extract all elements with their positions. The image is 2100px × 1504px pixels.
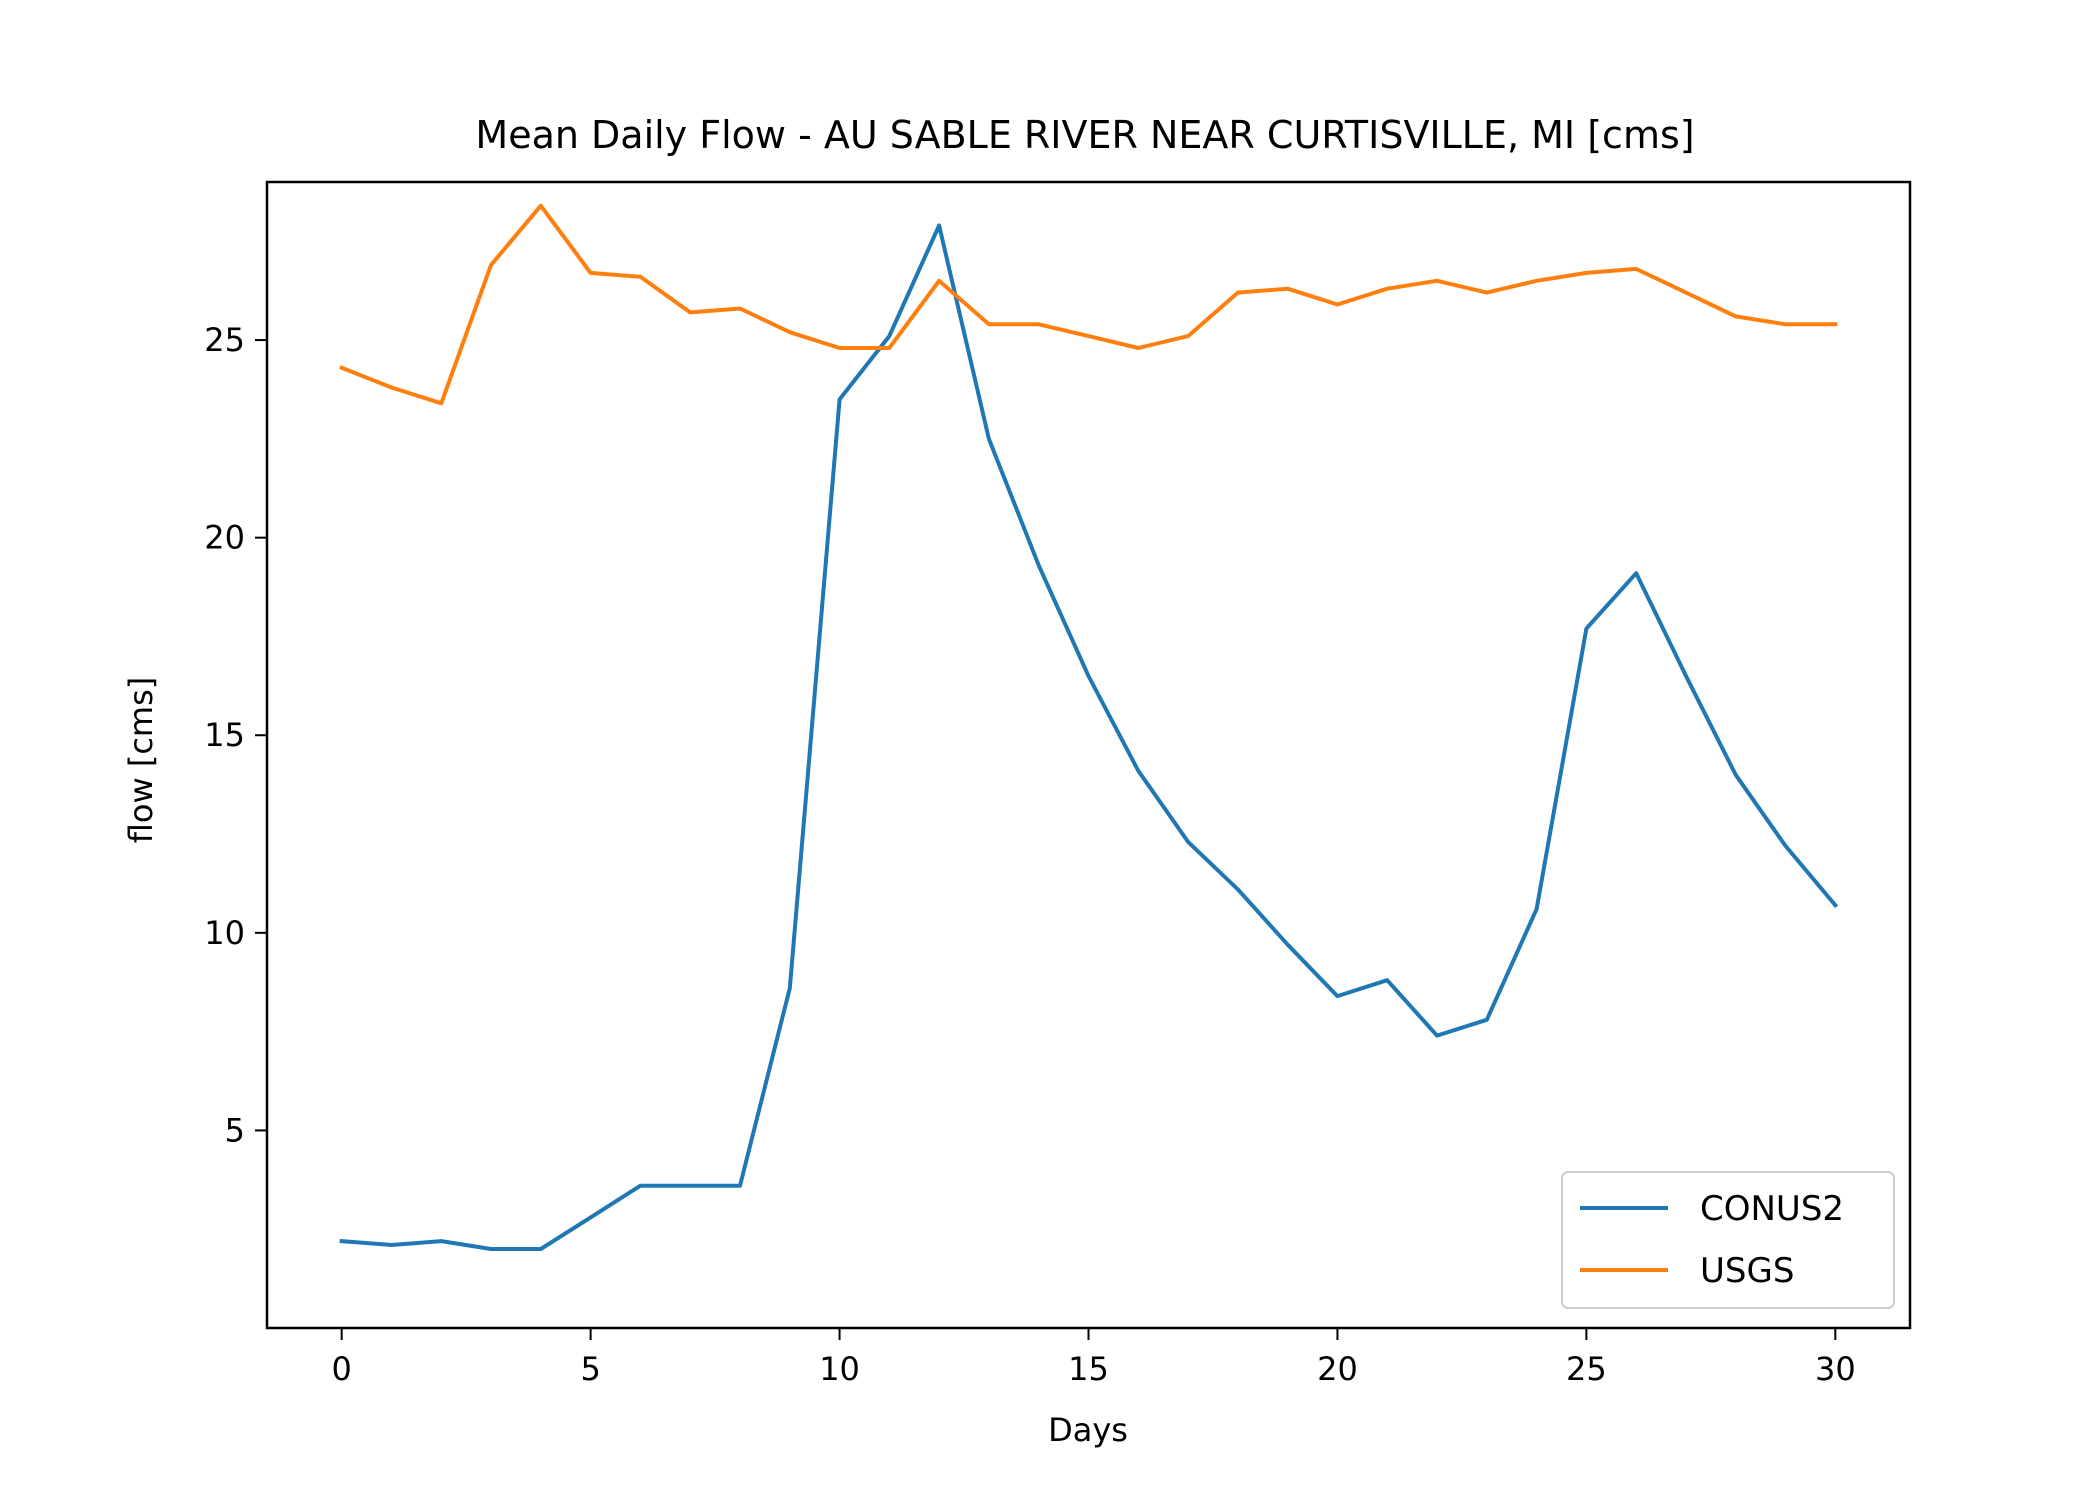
x-axis: 0 5 10 15 20 25 30	[332, 1328, 1856, 1388]
y-tick-label: 10	[204, 914, 245, 952]
y-tick-label: 5	[225, 1111, 245, 1149]
legend-label-conus2: CONUS2	[1700, 1189, 1844, 1229]
x-tick-label: 10	[819, 1350, 860, 1388]
chart-title: Mean Daily Flow - AU SABLE RIVER NEAR CU…	[475, 113, 1694, 157]
series-line-conus2	[339, 223, 1839, 1251]
y-axis: 5 10 15 20 25	[204, 321, 267, 1149]
y-tick-label: 15	[204, 716, 245, 754]
x-tick-label: 30	[1815, 1350, 1856, 1388]
plot-area	[339, 203, 1839, 1251]
y-axis-label: flow [cms]	[122, 677, 160, 843]
y-tick-label: 25	[204, 321, 245, 359]
axes-frame	[265, 180, 1912, 1330]
legend-label-usgs: USGS	[1700, 1251, 1794, 1291]
x-tick-label: 5	[580, 1350, 600, 1388]
x-axis-label: Days	[1048, 1411, 1128, 1449]
series-line-usgs	[339, 203, 1838, 406]
y-tick-label: 20	[204, 519, 245, 557]
x-tick-label: 0	[332, 1350, 352, 1388]
legend: CONUS2 USGS	[1561, 1171, 1895, 1309]
x-tick-label: 15	[1068, 1350, 1109, 1388]
x-tick-label: 25	[1566, 1350, 1607, 1388]
x-tick-label: 20	[1317, 1350, 1358, 1388]
